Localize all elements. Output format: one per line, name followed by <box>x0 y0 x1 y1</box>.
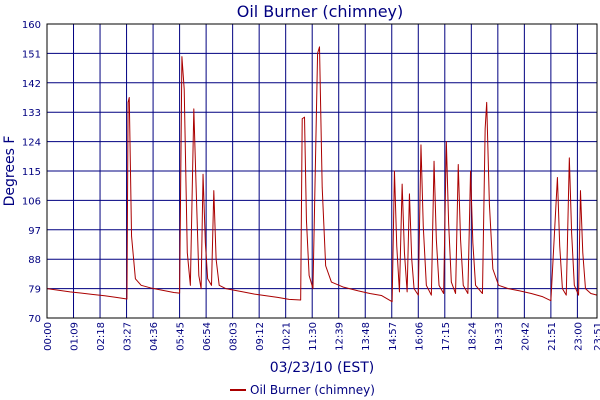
x-tick-label: 21:51 <box>547 322 558 351</box>
y-tick-label: 160 <box>22 20 41 31</box>
x-tick-label: 05:45 <box>176 322 187 351</box>
x-tick-label: 00:00 <box>43 322 54 351</box>
legend-label: Oil Burner (chimney) <box>250 383 375 397</box>
y-tick-label: 142 <box>22 79 41 90</box>
series-layer <box>46 46 598 303</box>
x-tick-label: 13:48 <box>361 322 372 351</box>
x-tick-label: 17:15 <box>441 322 452 351</box>
x-tick-label: 01:09 <box>70 322 81 351</box>
x-tick-label: 10:21 <box>282 322 293 351</box>
x-tick-label: 14:57 <box>388 322 399 351</box>
x-tick-label: 04:36 <box>149 322 160 351</box>
x-tick-label: 06:54 <box>202 322 213 351</box>
y-tick-label: 151 <box>22 49 41 60</box>
x-tick-label: 09:12 <box>255 322 266 351</box>
chart-title: Oil Burner (chimney) <box>237 2 404 21</box>
x-tick-label: 11:30 <box>308 322 319 351</box>
series-line <box>46 46 598 303</box>
x-axis-label: 03/23/10 (EST) <box>270 360 375 376</box>
y-tick-label: 70 <box>28 314 41 325</box>
x-tick-label: 23:00 <box>573 322 584 351</box>
x-tick-label: 19:33 <box>494 322 505 351</box>
x-tick-label: 12:39 <box>335 322 346 351</box>
x-tick-label: 16:06 <box>414 322 425 351</box>
y-tick-label: 133 <box>22 108 41 119</box>
plot-border <box>46 23 598 319</box>
x-tick-label: 23:51 <box>593 322 600 351</box>
y-tick-label: 88 <box>28 255 41 266</box>
x-tick-label: 08:03 <box>229 322 240 351</box>
y-tick-label: 115 <box>22 167 41 178</box>
x-tick-label: 20:42 <box>520 322 531 351</box>
y-tick-label: 97 <box>28 226 41 237</box>
y-tick-label: 124 <box>22 138 41 149</box>
y-axis-ticks: 70 79 88 97 106 115 124 133 142 151 160 <box>22 20 41 325</box>
legend: Oil Burner (chimney) <box>230 383 375 397</box>
y-tick-label: 106 <box>22 196 41 207</box>
x-tick-label: 03:27 <box>123 322 134 351</box>
x-axis-ticks: 00:00 01:09 02:18 03:27 04:36 05:45 06:54 08:03… <box>43 322 600 351</box>
x-tick-label: 02:18 <box>96 322 107 351</box>
x-tick-label: 18:24 <box>467 322 478 351</box>
y-axis-label: Degrees F <box>2 136 18 207</box>
y-tick-label: 79 <box>28 285 41 296</box>
